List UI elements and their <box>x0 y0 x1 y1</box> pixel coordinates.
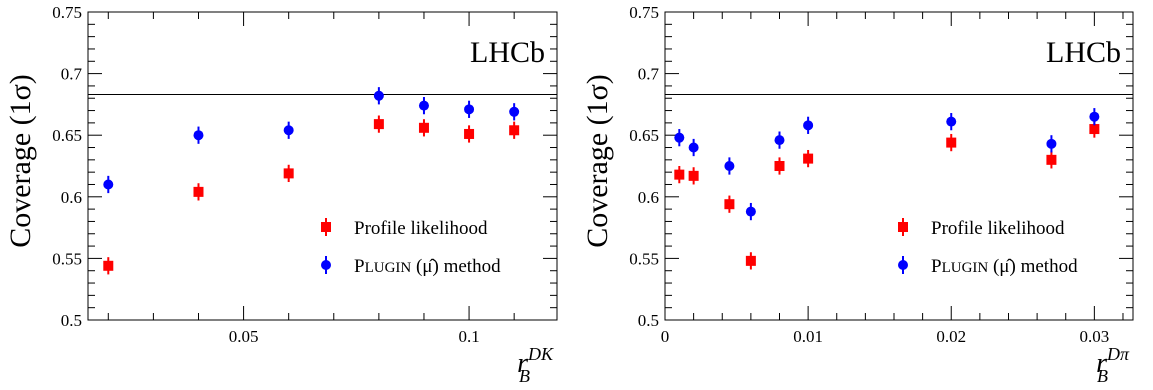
legend: Profile likelihood PLUGIN (μ̂) method <box>321 218 501 277</box>
lhcb-label: LHCb <box>470 36 545 69</box>
data-point-circle <box>724 161 735 171</box>
y-tick-label: 0.65 <box>629 126 659 145</box>
legend-label-plugin: PLUGIN (μ̂) method <box>931 256 1078 277</box>
data-point-square <box>745 255 756 266</box>
data-point-square <box>283 168 294 179</box>
data-point-circle <box>1089 111 1100 122</box>
x-axis-label-sup: Dπ <box>1106 344 1130 364</box>
legend-label-plugin-suffix: (μ̂) method <box>988 256 1078 277</box>
data-point-circle <box>745 206 756 217</box>
data-point-circle <box>103 179 114 190</box>
data-point-square <box>1046 154 1057 165</box>
plot-panel-1: 0.5 0.55 0.6 0.65 0.7 0.75 0.05 0.1 Coverage (1σ… <box>4 3 558 386</box>
y-tick-label: 0.7 <box>61 65 83 84</box>
y-tick-label: 0.75 <box>629 3 659 22</box>
data-point-circle <box>193 130 204 141</box>
y-tick-label: 0.6 <box>638 188 659 207</box>
lhcb-label: LHCb <box>1046 36 1121 69</box>
legend-label-plugin-sc: LUGIN <box>365 260 412 276</box>
plot-frame <box>87 11 558 321</box>
y-axis-label: Coverage (1σ) <box>4 74 37 248</box>
x-axis-label: rDK <box>517 344 554 379</box>
x-tick-label: 0.1 <box>458 327 479 346</box>
y-tick-label: 0.5 <box>638 311 659 330</box>
legend: Profile likelihood PLUGIN (μ̂) method <box>898 218 1078 277</box>
data-point-square <box>674 169 685 180</box>
x-tick-label: 0.05 <box>229 327 259 346</box>
x-axis-label-sub: B <box>519 366 530 385</box>
data-point-square <box>774 161 785 171</box>
data-point-square <box>509 125 520 136</box>
y-tick-label: 0.65 <box>52 126 82 145</box>
series-profile-likelihood <box>674 120 1100 270</box>
y-axis-label: Coverage (1σ) <box>581 74 614 248</box>
y-tick-label: 0.75 <box>52 3 82 22</box>
y-tick-label: 0.5 <box>61 311 82 330</box>
data-point-square <box>724 199 735 210</box>
data-point-circle <box>946 116 957 127</box>
y-tick-label: 0.6 <box>61 188 82 207</box>
data-point-square <box>803 153 814 164</box>
data-point-circle <box>1046 138 1057 149</box>
data-point-circle <box>674 132 685 143</box>
legend-label-plugin-prefix: P <box>931 256 942 277</box>
legend-label-profile: Profile likelihood <box>354 218 488 239</box>
data-point-circle <box>418 100 429 111</box>
data-point-square <box>464 128 475 139</box>
data-point-circle <box>774 135 785 146</box>
x-tick-label: 0.02 <box>936 327 966 346</box>
series-plugin-method <box>103 87 520 194</box>
x-tick-label: 0.01 <box>793 327 823 346</box>
legend-marker-circle <box>321 260 331 270</box>
x-axis-label-main: r <box>517 348 528 379</box>
x-axis-label-sup: DK <box>527 344 554 364</box>
data-point-circle <box>509 106 520 117</box>
data-point-square <box>373 119 384 130</box>
x-axis-label-main: r <box>1096 348 1107 379</box>
data-point-square <box>1089 124 1100 135</box>
data-point-square <box>103 260 114 271</box>
data-point-circle <box>464 104 475 115</box>
legend-label-plugin: PLUGIN (μ̂) method <box>354 256 501 277</box>
data-point-square <box>193 186 204 197</box>
x-axis-label-sub: B <box>1097 366 1108 385</box>
series-plugin-method <box>674 108 1100 221</box>
legend-label-plugin-suffix: (μ̂) method <box>411 256 501 277</box>
data-point-square <box>418 122 429 133</box>
plot-frame <box>664 11 1134 321</box>
plot-panel-2: 0.5 0.55 0.6 0.65 0.7 0.75 0 0.01 0.02 0.03 Covera… <box>581 3 1134 386</box>
legend-label-profile: Profile likelihood <box>931 218 1065 239</box>
legend-marker-square <box>321 222 331 232</box>
data-point-circle <box>373 90 384 101</box>
x-tick-label: 0.03 <box>1079 327 1109 346</box>
data-point-circle <box>688 142 699 153</box>
data-point-circle <box>803 120 814 131</box>
legend-label-plugin-sc: LUGIN <box>942 260 989 276</box>
series-profile-likelihood <box>103 115 520 275</box>
data-point-circle <box>283 125 294 136</box>
data-point-square <box>946 137 957 148</box>
x-axis-label: rDπ <box>1096 344 1130 379</box>
legend-marker-circle <box>898 260 908 270</box>
x-tick-label: 0 <box>661 327 670 346</box>
y-tick-label: 0.55 <box>629 249 659 268</box>
y-tick-label: 0.55 <box>52 249 82 268</box>
legend-marker-square <box>898 222 908 232</box>
y-tick-label: 0.7 <box>638 65 660 84</box>
data-point-square <box>688 170 699 181</box>
legend-label-plugin-prefix: P <box>354 256 365 277</box>
